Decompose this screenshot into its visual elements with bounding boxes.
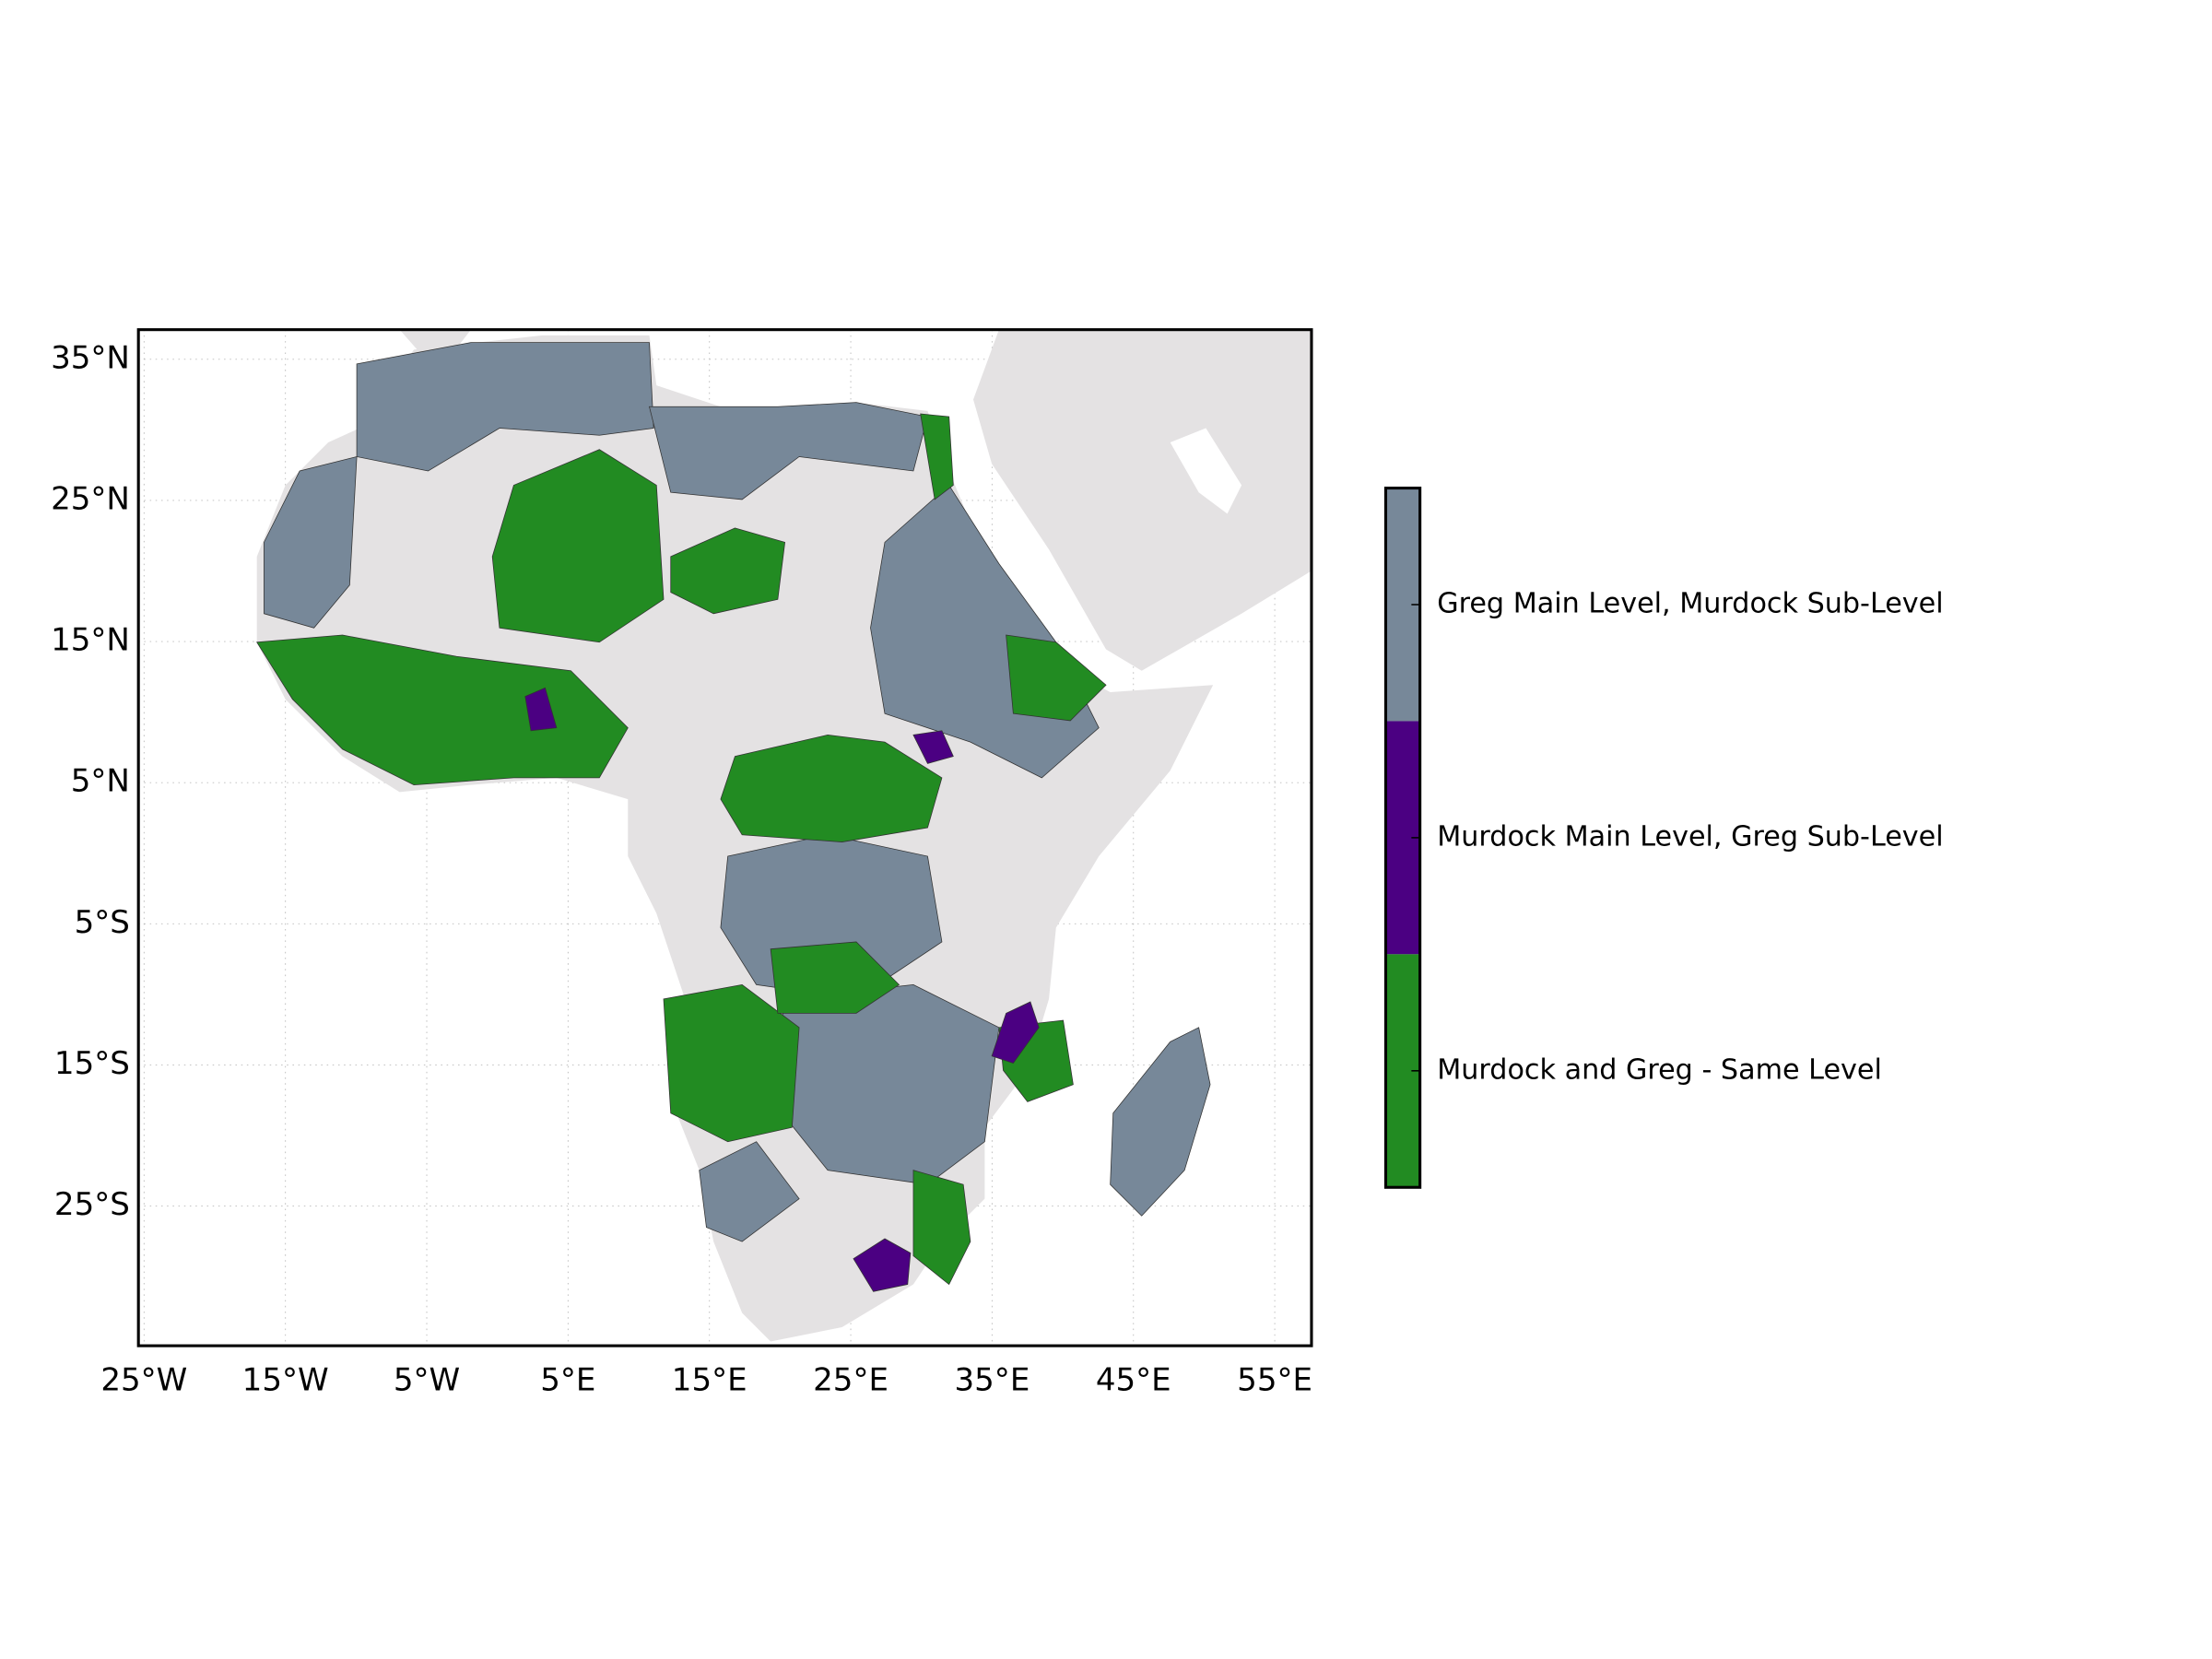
y-tick-label: 15°N	[51, 622, 130, 659]
region	[770, 941, 900, 1014]
x-tick-label: 15°W	[242, 1361, 329, 1398]
legend-label: Greg Main Level, Murdock Sub-Level	[1437, 588, 1943, 620]
region	[853, 1238, 912, 1292]
y-tick-label: 15°S	[54, 1045, 130, 1082]
region	[264, 455, 358, 629]
region	[663, 983, 800, 1143]
y-tick-label: 5°N	[71, 763, 130, 800]
x-tick-label: 5°W	[394, 1361, 460, 1398]
axis-labels: 25°W 15°W 5°W 5°E 15°E 25°E 35°E 45°E 55°E 35°N 25…	[51, 339, 1312, 1398]
x-tick-label: 35°E	[954, 1361, 1030, 1398]
region	[912, 730, 954, 764]
region	[920, 413, 954, 500]
x-tick-label: 25°W	[100, 1361, 187, 1398]
region	[991, 1001, 1040, 1065]
y-tick-label: 5°S	[75, 904, 130, 941]
map-area	[138, 329, 1312, 1347]
legend-label: Murdock Main Level, Greg Sub-Level	[1437, 820, 1943, 853]
y-tick-label: 25°N	[51, 480, 130, 517]
region	[524, 687, 558, 732]
x-tick-label: 25°E	[813, 1361, 888, 1398]
region	[256, 634, 629, 786]
arabia	[973, 329, 1312, 671]
region	[1110, 1027, 1211, 1217]
region	[649, 402, 928, 500]
region	[720, 735, 943, 842]
x-tick-label: 15°E	[672, 1361, 747, 1398]
y-tick-label: 35°N	[51, 339, 130, 376]
x-tick-label: 45°E	[1096, 1361, 1171, 1398]
regions	[256, 342, 1211, 1292]
map-frame	[136, 328, 1313, 1347]
x-tick-label: 55°E	[1237, 1361, 1312, 1398]
region	[356, 342, 654, 472]
region	[670, 527, 786, 615]
region	[699, 1141, 800, 1242]
colorbar: Greg Main Level, Murdock Sub-Level Murdoc…	[1383, 487, 1944, 1189]
colorbar-frame	[1383, 487, 1422, 1189]
gulf	[1170, 428, 1242, 514]
y-tick-label: 25°S	[54, 1186, 130, 1223]
legend-label: Murdock and Greg - Same Level	[1437, 1053, 1882, 1086]
region	[1006, 634, 1107, 722]
region	[491, 449, 665, 643]
x-tick-label: 5°E	[540, 1361, 595, 1398]
region	[912, 1170, 971, 1286]
